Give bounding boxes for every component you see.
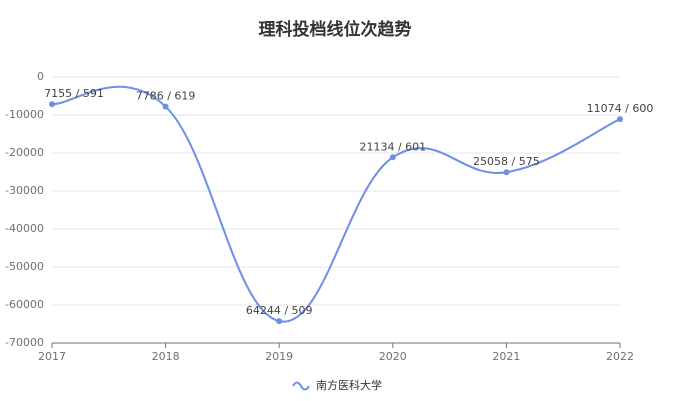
point <box>49 101 55 108</box>
value-label: 7786 / 619 <box>136 90 196 103</box>
legend-icon <box>292 381 310 391</box>
value-label: 7155 / 591 <box>44 87 104 100</box>
point <box>389 154 396 161</box>
value-label: 25058 / 575 <box>473 155 540 168</box>
line <box>51 85 621 323</box>
y-tick-label: 0 <box>37 70 44 83</box>
point <box>617 116 623 123</box>
chart-title: 理科投档线位次趋势 <box>259 19 412 40</box>
y-tick-label: -30000 <box>5 184 44 197</box>
value-label: 64244 / 509 <box>246 304 313 317</box>
x-tick-label: 2019 <box>265 350 293 363</box>
legend-label: 南方医科大学 <box>316 378 382 392</box>
x-tick-label: 2017 <box>38 350 66 363</box>
value-label: 11074 / 600 <box>587 102 654 115</box>
x-tick-label: 2021 <box>492 350 520 363</box>
y-tick-label: -10000 <box>5 108 44 121</box>
y-tick-label: -70000 <box>5 336 44 349</box>
point <box>276 318 283 325</box>
y-tick-label: -60000 <box>5 298 44 311</box>
y-tick-label: -20000 <box>5 146 44 159</box>
y-tick-label: -40000 <box>5 222 44 235</box>
x-tick-label: 2022 <box>606 350 634 363</box>
value-label: 21134 / 601 <box>359 140 426 153</box>
point <box>503 169 510 176</box>
point <box>162 103 169 110</box>
x-tick-label: 2020 <box>379 350 407 363</box>
y-tick-label: -50000 <box>5 260 44 273</box>
x-tick-label: 2018 <box>152 350 180 363</box>
